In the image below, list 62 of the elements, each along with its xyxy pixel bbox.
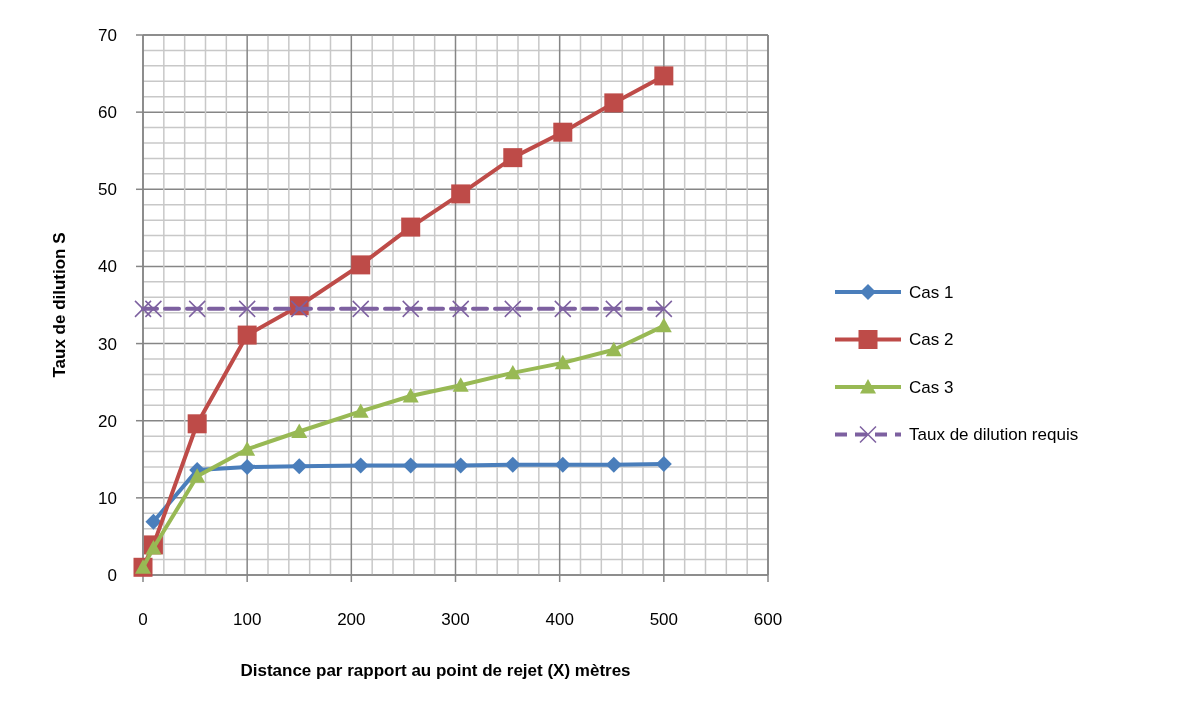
point — [134, 300, 152, 318]
x-axis-title: Distance par rapport au point de rejet (X) mètres — [240, 661, 631, 680]
point — [554, 300, 572, 318]
point — [504, 364, 521, 380]
point — [402, 388, 419, 403]
point — [452, 457, 469, 474]
y-tick-label: 20 — [98, 411, 117, 431]
point — [351, 300, 370, 318]
point — [188, 300, 206, 318]
point — [239, 459, 256, 475]
point — [291, 458, 308, 475]
point — [605, 456, 622, 473]
y-tick-label: 0 — [107, 565, 117, 585]
point — [452, 377, 469, 392]
point — [503, 148, 523, 168]
point — [553, 122, 573, 142]
point — [402, 457, 419, 474]
point — [237, 325, 257, 345]
point — [239, 441, 256, 456]
point — [401, 300, 420, 318]
point — [451, 300, 470, 318]
point — [189, 468, 206, 483]
y-tick-label: 40 — [98, 257, 117, 277]
point — [654, 66, 674, 86]
point — [352, 457, 369, 474]
point — [554, 354, 571, 370]
point — [144, 300, 163, 318]
point — [655, 455, 672, 472]
legend-label: Cas 3 — [909, 377, 954, 397]
x-tick-label: 400 — [545, 610, 574, 629]
point — [504, 456, 521, 473]
point — [655, 317, 672, 333]
point — [351, 255, 371, 275]
legend-label: Cas 1 — [909, 282, 954, 302]
y-tick-label: 10 — [98, 488, 117, 508]
y-tick-label: 30 — [98, 334, 117, 354]
point — [554, 456, 571, 473]
point — [605, 300, 623, 318]
point — [401, 217, 421, 237]
point — [504, 300, 522, 318]
legend-label: Cas 2 — [909, 330, 954, 350]
point — [451, 184, 471, 204]
point — [187, 414, 207, 434]
point — [145, 540, 162, 555]
y-axis-title: Taux de dilution S — [50, 232, 69, 378]
x-tick-label: 0 — [138, 610, 148, 629]
x-tick-label: 300 — [441, 610, 470, 629]
point — [605, 341, 622, 357]
x-tick-label: 500 — [649, 610, 679, 629]
y-tick-label: 60 — [98, 103, 117, 123]
point — [145, 513, 162, 530]
x-tick-label: 600 — [753, 610, 783, 629]
legend-label: Taux de dilution requis — [909, 425, 1079, 445]
point — [655, 300, 673, 318]
point — [291, 423, 308, 438]
x-tick-label: 200 — [337, 610, 366, 629]
point — [238, 300, 256, 318]
point — [604, 93, 624, 113]
x-tick-label: 100 — [232, 610, 262, 629]
point — [352, 403, 369, 418]
y-tick-label: 70 — [98, 25, 117, 45]
y-tick-label: 50 — [98, 180, 117, 200]
